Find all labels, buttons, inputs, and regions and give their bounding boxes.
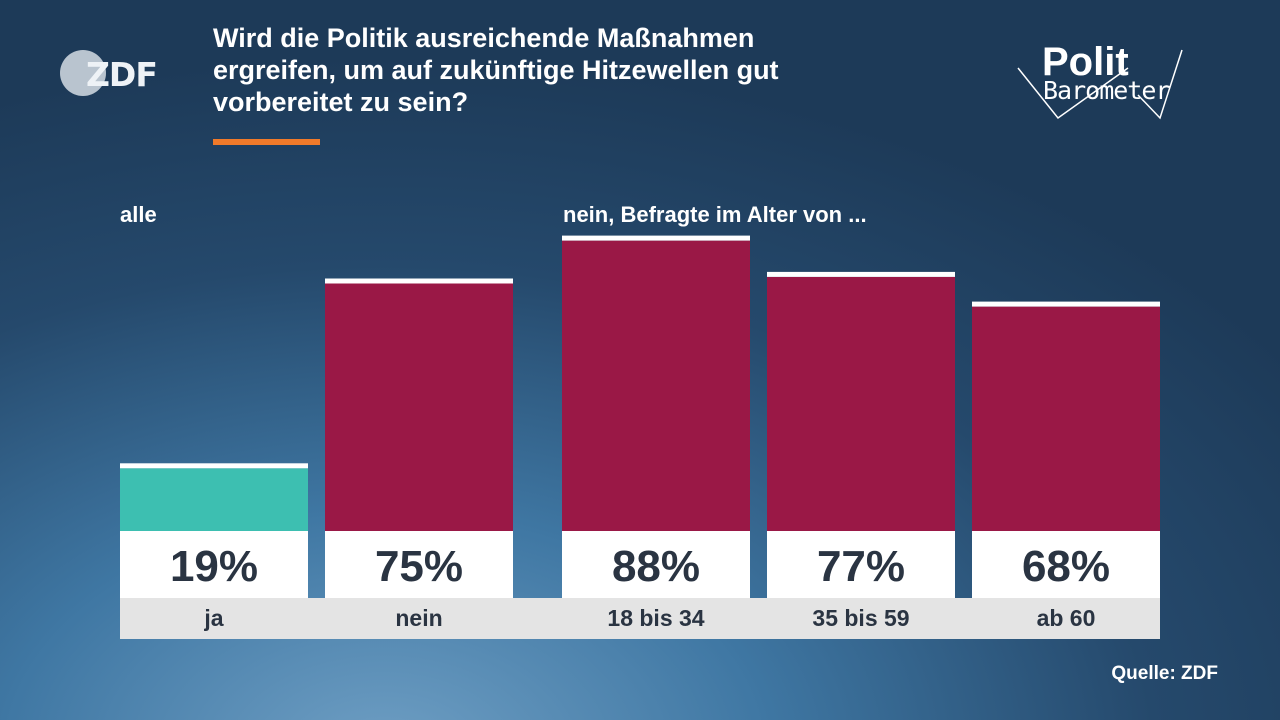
politbarometer-logo: Polit Barometer [1010, 40, 1200, 120]
bar [767, 276, 955, 531]
category-label: ab 60 [1037, 605, 1096, 631]
category-label: 18 bis 34 [607, 605, 704, 631]
value-label: 77% [817, 542, 905, 591]
bar [562, 240, 750, 531]
category-strip [120, 598, 1160, 639]
group-label-all: alle [120, 202, 157, 227]
group-label-age: nein, Befragte im Alter von ... [563, 202, 867, 227]
value-box [972, 531, 1160, 598]
value-label: 19% [170, 542, 258, 591]
bar-cap [120, 463, 308, 469]
value-label: 75% [375, 542, 463, 591]
bar-cap [325, 278, 513, 284]
bar [325, 283, 513, 531]
brand-line2: Barometer [1043, 76, 1170, 105]
value-box [325, 531, 513, 598]
brand-line1: Polit [1042, 40, 1129, 84]
title-accent-bar [213, 139, 320, 145]
value-box [562, 531, 750, 598]
bar-cap [562, 235, 750, 241]
checkmark-icon [1017, 49, 1183, 120]
category-label: 35 bis 59 [812, 605, 909, 631]
category-label: nein [395, 605, 442, 631]
zdf-logo-circle [60, 50, 106, 96]
value-label: 88% [612, 542, 700, 591]
bar [972, 306, 1160, 531]
zdf-logo-text: ZDF [86, 55, 158, 94]
bar [120, 468, 308, 531]
value-box [767, 531, 955, 598]
chart-title: Wird die Politik ausreichende Maßnahmen … [213, 23, 779, 117]
zdf-logo: ZDF [60, 48, 158, 98]
bar-cap [972, 301, 1160, 307]
value-box [120, 531, 308, 598]
value-label: 68% [1022, 542, 1110, 591]
category-label: ja [203, 605, 223, 631]
source-label: Quelle: ZDF [1111, 663, 1218, 684]
bar-cap [767, 271, 955, 277]
